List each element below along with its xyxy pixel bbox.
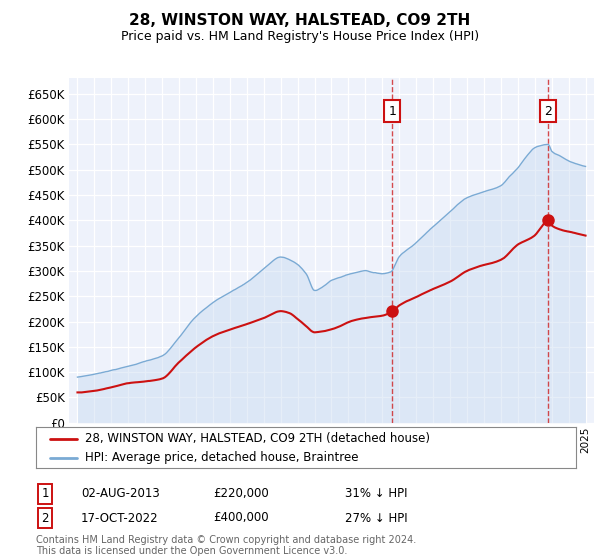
Text: 1: 1 <box>41 487 49 501</box>
Text: Price paid vs. HM Land Registry's House Price Index (HPI): Price paid vs. HM Land Registry's House … <box>121 30 479 44</box>
Text: 02-AUG-2013: 02-AUG-2013 <box>81 487 160 501</box>
Text: 28, WINSTON WAY, HALSTEAD, CO9 2TH: 28, WINSTON WAY, HALSTEAD, CO9 2TH <box>130 13 470 27</box>
Text: 1: 1 <box>388 105 396 118</box>
Text: Contains HM Land Registry data © Crown copyright and database right 2024.
This d: Contains HM Land Registry data © Crown c… <box>36 535 416 556</box>
Text: HPI: Average price, detached house, Braintree: HPI: Average price, detached house, Brai… <box>85 451 358 464</box>
Text: 27% ↓ HPI: 27% ↓ HPI <box>345 511 407 525</box>
Text: 28, WINSTON WAY, HALSTEAD, CO9 2TH (detached house): 28, WINSTON WAY, HALSTEAD, CO9 2TH (deta… <box>85 432 430 445</box>
Text: 2: 2 <box>544 105 552 118</box>
Text: £400,000: £400,000 <box>213 511 269 525</box>
Text: 17-OCT-2022: 17-OCT-2022 <box>81 511 158 525</box>
Text: 2: 2 <box>41 511 49 525</box>
Text: 31% ↓ HPI: 31% ↓ HPI <box>345 487 407 501</box>
Text: £220,000: £220,000 <box>213 487 269 501</box>
